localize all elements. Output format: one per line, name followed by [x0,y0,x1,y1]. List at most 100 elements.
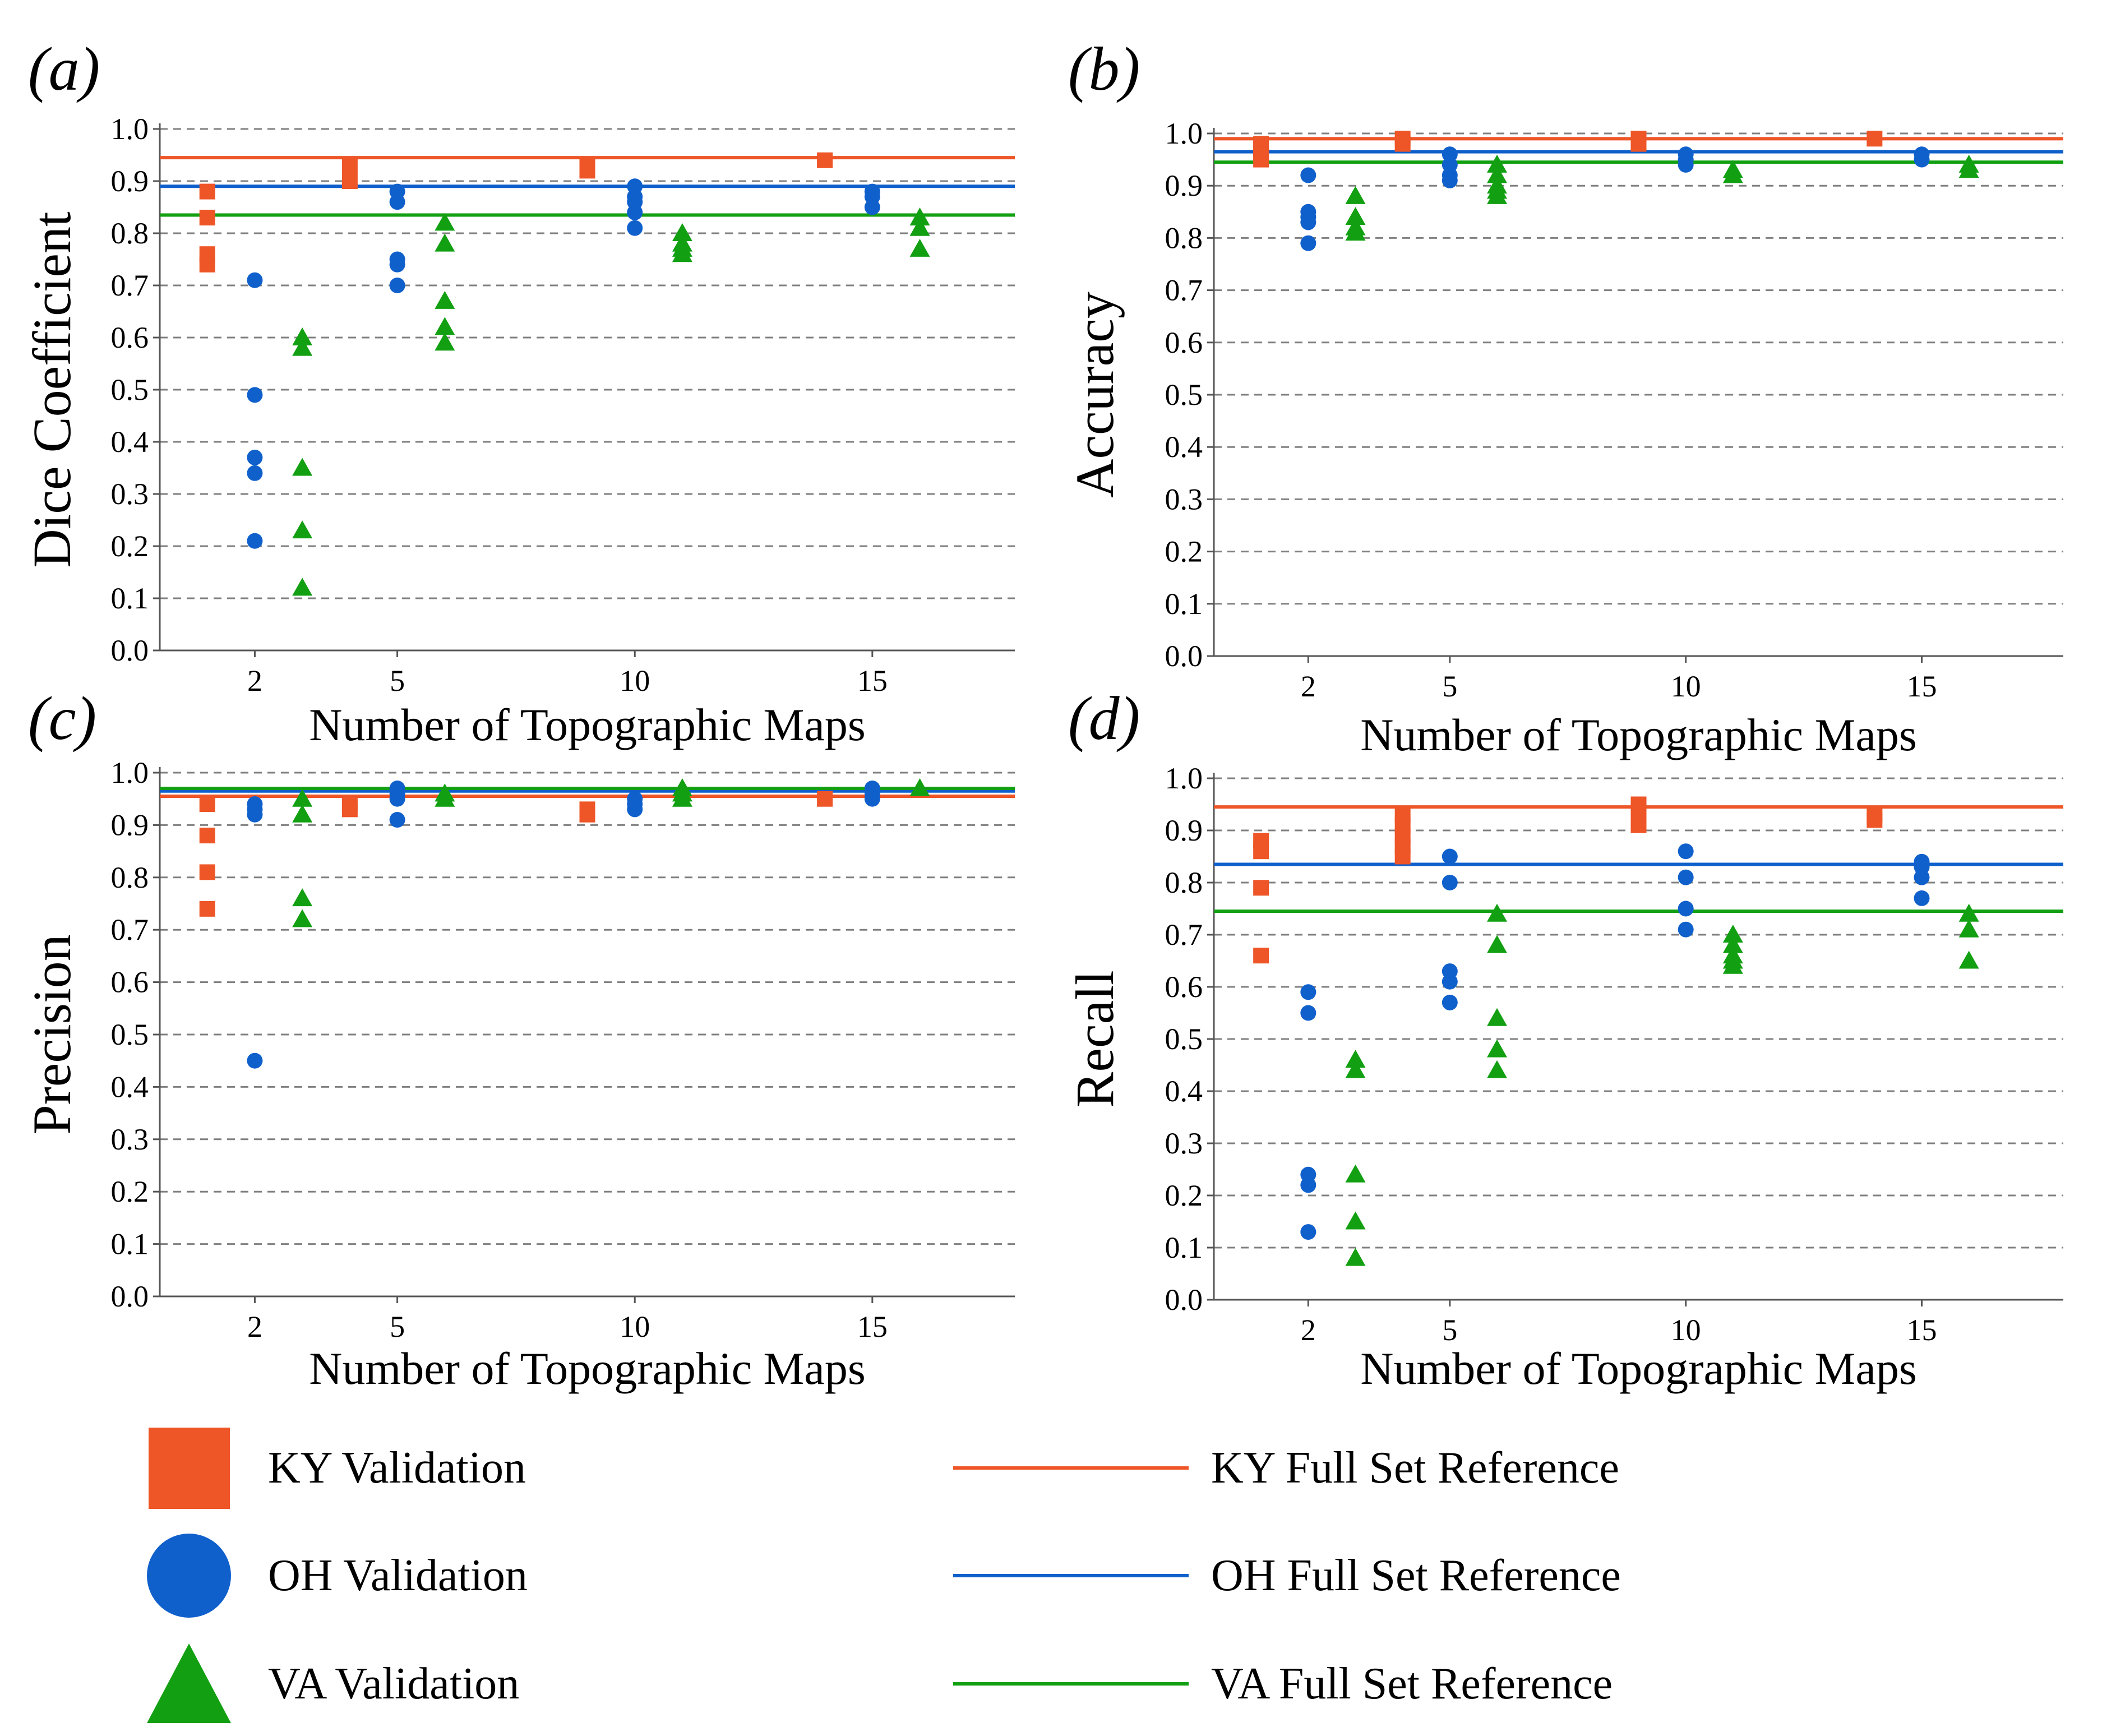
data-point-va [292,909,313,927]
y-tick-label: 0.9 [1165,814,1203,847]
data-point-va [292,520,313,539]
y-tick-label: 0.7 [1165,274,1203,307]
y-tick-label: 0.9 [111,164,149,198]
y-tick-label: 0.0 [1165,639,1203,673]
data-point-va [1345,1248,1366,1266]
data-point-oh [389,791,405,807]
data-point-oh [247,806,263,823]
data-point-va [1958,903,1979,922]
data-point-va [435,213,455,231]
data-point-va [1345,1211,1366,1230]
y-tick-label: 0.3 [111,1123,149,1156]
x-axis-title: Number of Topographic Maps [1360,1343,1917,1394]
data-point-va [292,804,313,823]
y-tick-label: 0.4 [111,425,149,459]
data-point-oh [247,533,263,549]
y-axis-title: Recall [1065,970,1125,1107]
x-tick-label: 2 [247,664,262,698]
data-point-va [672,223,692,241]
y-tick-label: 0.0 [1165,1283,1203,1317]
y-tick-label: 0.4 [111,1070,149,1104]
data-point-va [1345,186,1366,204]
legend-label: VA Validation [268,1659,519,1709]
data-point-oh [1300,214,1316,230]
y-tick-label: 0.1 [1165,1231,1203,1264]
y-tick-label: 0.7 [1165,918,1203,952]
data-point-va [292,888,313,907]
x-tick-label: 15 [857,664,888,698]
data-point-oh [1300,1224,1316,1240]
x-tick-label: 2 [1301,670,1316,703]
y-tick-label: 0.5 [111,373,149,407]
legend-square-icon [149,1428,230,1509]
data-point-ky [1630,817,1647,833]
data-point-va [292,458,313,476]
data-point-oh [389,194,405,210]
data-point-va [1958,919,1979,938]
data-point-va [672,788,692,807]
data-point-ky [1867,131,1883,147]
x-axis-title: Number of Topographic Maps [1360,709,1917,760]
panel-letter: (c) [28,684,96,752]
x-tick-label: 5 [1442,670,1457,703]
y-axis-title: Dice Coefficient [22,211,82,568]
data-point-oh [627,220,643,236]
data-point-oh [247,465,263,481]
data-point-oh [1914,869,1930,885]
legend-label: KY Full Set Reference [1211,1443,1619,1493]
y-axis-title: Accuracy [1065,292,1125,498]
data-point-oh [1678,156,1694,173]
y-tick-label: 0.7 [111,269,149,302]
data-point-ky [579,806,595,823]
data-point-oh [1442,973,1458,990]
panel-letter: (a) [28,35,100,103]
data-point-oh [627,204,643,220]
data-point-va [909,778,930,797]
y-tick-label: 0.0 [111,1280,149,1313]
data-point-oh [1914,151,1930,168]
data-point-oh [247,449,263,465]
y-tick-label: 0.4 [1165,1074,1203,1108]
data-point-va [1487,186,1507,204]
data-point-va [292,578,313,596]
data-point-oh [247,272,263,288]
data-point-va [909,207,930,226]
data-point-ky [199,183,215,200]
data-point-va [435,788,455,807]
legend-label: VA Full Set Reference [1211,1659,1613,1709]
data-point-va [1958,950,1979,969]
y-tick-label: 0.8 [111,216,149,250]
data-point-va [435,317,455,335]
y-tick-label: 0.1 [111,581,149,615]
y-tick-label: 1.0 [1165,117,1203,150]
y-tick-label: 0.9 [111,808,149,842]
legend-label: OH Validation [268,1551,528,1600]
chart-panel-4: 0.0 0.1 0.2 0.3 0.4 0.5 0.6 0.7 0.8 0.9 1.0 2 5 10 15 (… [1065,684,2063,1394]
y-tick-label: 0.6 [1165,970,1203,1004]
data-point-oh [1300,1005,1316,1021]
data-point-va [672,244,692,262]
x-tick-label: 2 [1301,1313,1316,1347]
x-tick-label: 10 [1671,670,1701,703]
data-point-ky [1253,151,1269,168]
data-point-oh [864,199,880,215]
y-tick-label: 0.1 [1165,587,1203,621]
data-point-ky [341,801,358,818]
y-tick-label: 1.0 [111,756,149,789]
data-point-va [1487,903,1507,922]
data-point-va [1958,160,1979,178]
legend-label: KY Validation [268,1443,526,1493]
data-point-oh [247,1052,263,1069]
y-tick-label: 0.3 [1165,482,1203,516]
x-tick-label: 10 [620,664,650,698]
data-point-ky [199,256,215,273]
data-point-va [909,238,930,257]
data-point-va [1487,1060,1507,1078]
data-point-oh [1442,172,1458,188]
y-tick-label: 0.5 [1165,1022,1203,1056]
x-tick-label: 10 [620,1310,650,1343]
y-tick-label: 0.1 [111,1227,149,1261]
chart-panel-3: 0.0 0.1 0.2 0.3 0.4 0.5 0.6 0.7 0.8 0.9 1.0 2 5 10 15 (… [22,684,1015,1394]
data-point-va [1487,165,1507,183]
data-point-oh [1442,848,1458,865]
